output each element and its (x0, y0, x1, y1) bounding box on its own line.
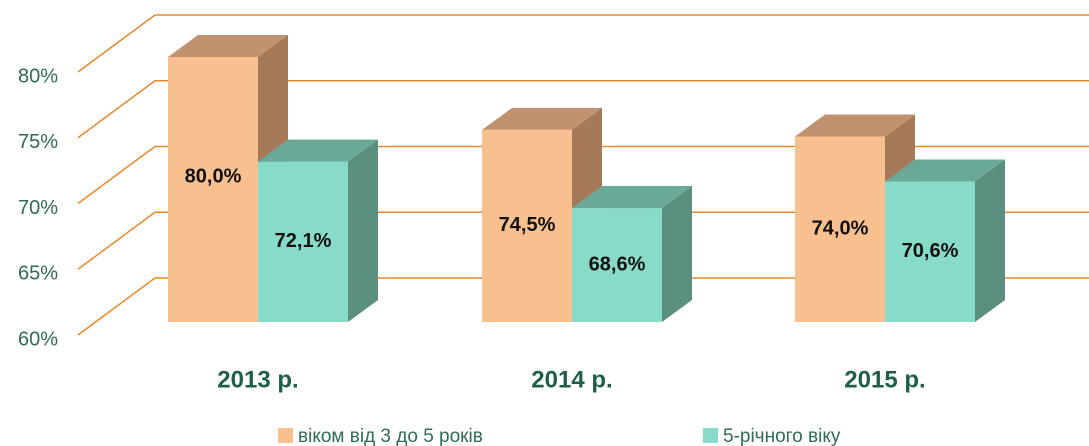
value-label: 70,6% (902, 240, 959, 262)
y-tick-label: 80% (18, 65, 58, 87)
bar (258, 161, 348, 322)
bar-side (975, 159, 1005, 322)
value-label: 74,0% (812, 218, 869, 240)
x-tick-label: 2013 р. (217, 366, 298, 393)
grid-line (77, 14, 1089, 73)
value-label: 68,6% (589, 253, 646, 275)
bar (572, 208, 662, 322)
bar-top (885, 159, 1005, 182)
legend-label: віком від 3 до 5 років (298, 426, 483, 446)
y-tick-label: 60% (18, 328, 58, 350)
bar (795, 136, 885, 322)
bar-side (348, 139, 378, 322)
bar-top (482, 107, 602, 130)
legend-swatch (278, 428, 293, 443)
bar (885, 181, 975, 322)
y-tick-label: 70% (18, 197, 58, 219)
value-label: 72,1% (275, 230, 332, 252)
value-label: 80,0% (185, 165, 242, 187)
y-tick-label: 65% (18, 263, 58, 285)
value-label: 74,5% (499, 214, 556, 236)
x-tick-label: 2014 р. (531, 366, 612, 393)
grid-line (77, 211, 1089, 270)
bar-top (168, 35, 288, 57)
bar-top (258, 139, 378, 162)
legend-label: 5-річного віку (723, 426, 841, 446)
bar-side (662, 186, 692, 322)
legend-swatch (703, 428, 718, 443)
bar-top (795, 114, 915, 137)
bar-top (572, 186, 692, 209)
grid-line (77, 277, 1089, 336)
y-tick-label: 75% (18, 131, 58, 153)
x-tick-label: 2015 р. (844, 366, 925, 393)
grid-line (77, 80, 1089, 139)
bar (482, 129, 572, 322)
grid-line (77, 145, 1089, 205)
bar (168, 57, 258, 322)
